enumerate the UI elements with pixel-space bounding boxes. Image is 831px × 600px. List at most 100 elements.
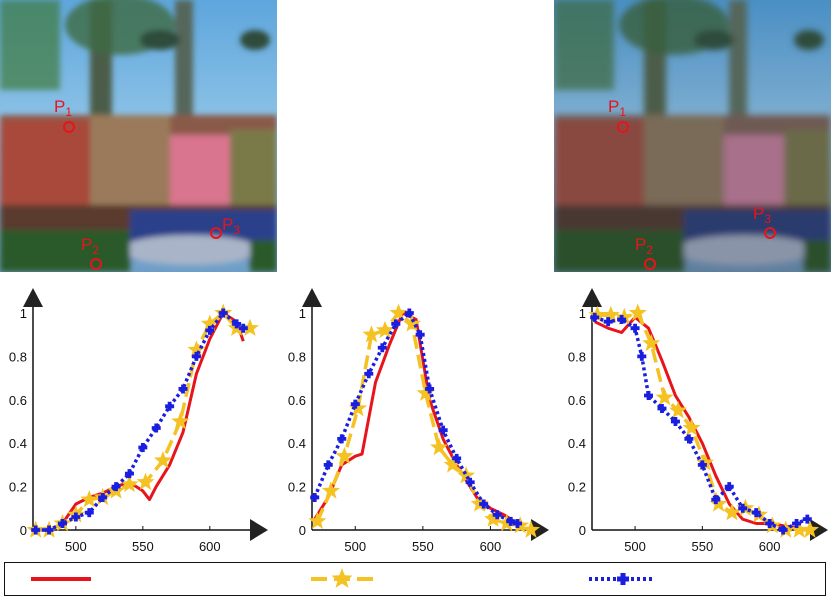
data-point-plus — [697, 460, 707, 470]
data-point-plus — [31, 525, 41, 535]
y-tick-label: 0 — [299, 523, 306, 538]
chart-panel-2: 0 0.2 0.4 0.6 0.8 1 500 550 600 — [288, 288, 549, 554]
data-point-plus — [310, 492, 320, 502]
x-tick-label: 550 — [412, 539, 434, 554]
y-tick-label: 0.8 — [288, 349, 306, 364]
series-line-solid — [594, 315, 808, 532]
data-point-plus — [751, 508, 761, 518]
y-tick-label: 0.4 — [568, 436, 586, 451]
data-point-plus — [512, 518, 522, 528]
data-point-star — [348, 399, 367, 417]
y-tick-label: 0.6 — [568, 393, 586, 408]
legend-swatches — [31, 568, 653, 588]
data-point-plus — [637, 351, 647, 361]
data-point-plus — [590, 312, 600, 322]
data-point-plus — [205, 325, 215, 335]
series-line-dotted — [35, 311, 245, 532]
data-point-star — [790, 520, 809, 538]
y-tick-label: 0.4 — [9, 436, 27, 451]
point-marker — [210, 227, 222, 239]
y-tick-label: 1 — [299, 306, 306, 321]
point-label: P1 — [54, 97, 72, 119]
data-point-star — [389, 303, 408, 321]
data-point-star — [642, 333, 661, 352]
data-point-plus — [644, 390, 654, 400]
data-point-plus — [492, 510, 502, 520]
point-label: P3 — [753, 204, 771, 226]
data-point-plus — [415, 330, 425, 340]
data-point-star — [171, 412, 190, 430]
data-point-plus — [191, 351, 201, 361]
data-point-star — [709, 494, 728, 512]
photo-left-image: P1 P2 P3 — [0, 0, 277, 272]
legend-plus-icon — [617, 573, 629, 585]
point-label: P1 — [608, 97, 626, 119]
x-tick-label: 600 — [199, 539, 221, 554]
data-point-plus — [178, 384, 188, 394]
data-point-plus — [425, 384, 435, 394]
x-tick-label: 600 — [759, 539, 781, 554]
point-marker — [90, 258, 102, 270]
series-line-star — [315, 311, 532, 532]
data-point-plus — [684, 434, 694, 444]
data-point-plus — [377, 343, 387, 353]
data-point-plus — [778, 525, 788, 535]
y-tick-label: 1 — [20, 306, 27, 321]
data-point-star — [120, 474, 139, 493]
y-axis-arrow-icon — [23, 288, 43, 307]
y-axis-arrow-icon — [582, 288, 602, 307]
y-tick-label: 0.8 — [9, 349, 27, 364]
y-tick-label: 0 — [579, 523, 586, 538]
photo-right: P1 P2 P3 — [554, 0, 831, 272]
data-point-star — [682, 418, 701, 436]
series-line-dotted — [313, 311, 519, 526]
data-point-plus — [350, 399, 360, 409]
data-point-star — [722, 503, 741, 521]
point-label: P2 — [81, 235, 99, 257]
y-tick-label: 0.2 — [288, 480, 306, 495]
data-point-star — [80, 490, 99, 508]
point-marker — [63, 121, 75, 133]
data-point-plus — [506, 516, 516, 526]
data-point-star — [430, 438, 449, 456]
point-marker — [764, 227, 776, 239]
data-point-star — [655, 388, 674, 406]
data-point-star — [187, 340, 206, 358]
data-point-plus — [111, 482, 121, 492]
data-point-plus — [630, 323, 640, 333]
series-line-solid — [33, 311, 245, 532]
data-point-plus — [438, 425, 448, 435]
data-point-plus — [84, 508, 94, 518]
data-point-star — [696, 453, 715, 471]
legend-star-icon — [331, 568, 353, 588]
y-tick-label: 0.8 — [568, 349, 586, 364]
data-point-plus — [151, 423, 161, 433]
series-line-solid — [313, 311, 525, 528]
data-point-plus — [391, 319, 401, 329]
data-point-star — [416, 383, 435, 401]
x-tick-label: 550 — [691, 539, 713, 554]
data-point-plus — [218, 308, 228, 318]
y-tick-label: 0 — [20, 523, 27, 538]
data-point-plus — [792, 518, 802, 528]
data-point-plus — [364, 369, 374, 379]
data-point-star — [241, 318, 259, 336]
data-point-plus — [603, 317, 613, 327]
data-point-star — [615, 307, 634, 325]
series-line-dotted — [594, 315, 808, 532]
data-point-plus — [479, 499, 489, 509]
point-label: P3 — [222, 215, 240, 237]
data-point-star — [335, 446, 354, 464]
photo-right-image: P1 P2 P3 — [554, 0, 831, 272]
data-point-plus — [711, 495, 721, 505]
chart-panel-1: 0 0.2 0.4 0.6 0.8 1 500 550 600 — [9, 288, 268, 554]
data-point-plus — [323, 460, 333, 470]
data-point-star — [153, 451, 172, 469]
y-axis-arrow-icon — [302, 288, 322, 307]
x-tick-label: 550 — [132, 539, 154, 554]
charts: 0 0.2 0.4 0.6 0.8 1 500 550 600 0 0.2 0.4 0.6 0.8 1 500… — [9, 288, 828, 554]
data-point-star — [376, 320, 394, 338]
data-point-plus — [232, 319, 242, 329]
data-point-star — [403, 314, 422, 332]
data-point-plus — [44, 525, 54, 535]
